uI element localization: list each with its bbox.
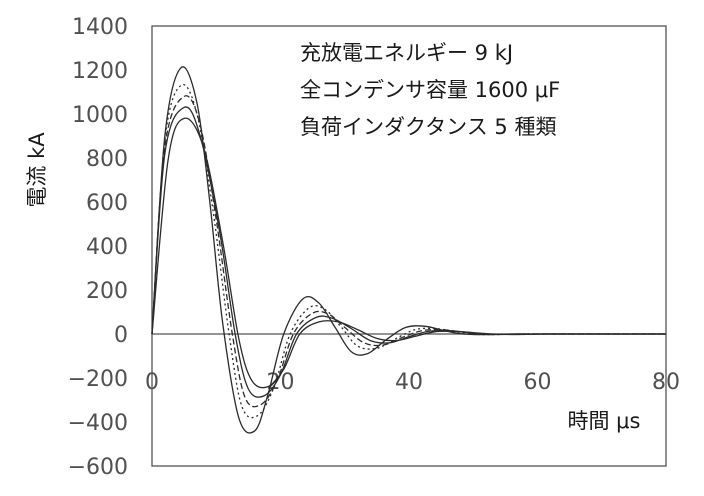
annotation-capacitance: 全コンデンサ容量 1600 μF [300, 78, 560, 102]
y-axis-title: 電流 kA [25, 132, 49, 208]
x-tick-label: 0 [145, 370, 159, 395]
y-tick-label: −600 [68, 455, 128, 480]
y-tick-label: 1200 [72, 59, 128, 84]
x-axis-title: 時間 μs [568, 409, 641, 433]
y-tick-label: 0 [114, 323, 128, 348]
plot-frame [151, 25, 667, 467]
y-tick-label: 1000 [72, 103, 128, 128]
series-line-3 [151, 95, 666, 408]
annotation-energy: 充放電エネルギー 9 kJ [300, 41, 513, 65]
x-tick-label: 80 [652, 370, 680, 395]
annotation-inductance: 負荷インダクタンス 5 種類 [300, 115, 556, 139]
x-tick-labels: 0 20 40 60 80 [145, 370, 680, 395]
y-tick-label: 200 [86, 279, 128, 304]
y-tick-labels: 1400 1200 1000 800 600 400 200 0 −200 −400 −600 [68, 15, 128, 480]
x-tick-label: 60 [524, 370, 552, 395]
y-tick-label: 800 [86, 147, 128, 172]
y-tick-label: 400 [86, 235, 128, 260]
series-lines [151, 66, 666, 434]
y-tick-label: −200 [68, 367, 128, 392]
series-line-4 [151, 106, 666, 398]
y-tick-label: 600 [86, 191, 128, 216]
y-tick-label: −400 [68, 411, 128, 436]
x-tick-label: 40 [395, 370, 423, 395]
series-line-5 [151, 117, 666, 389]
y-tick-label: 1400 [72, 15, 128, 40]
